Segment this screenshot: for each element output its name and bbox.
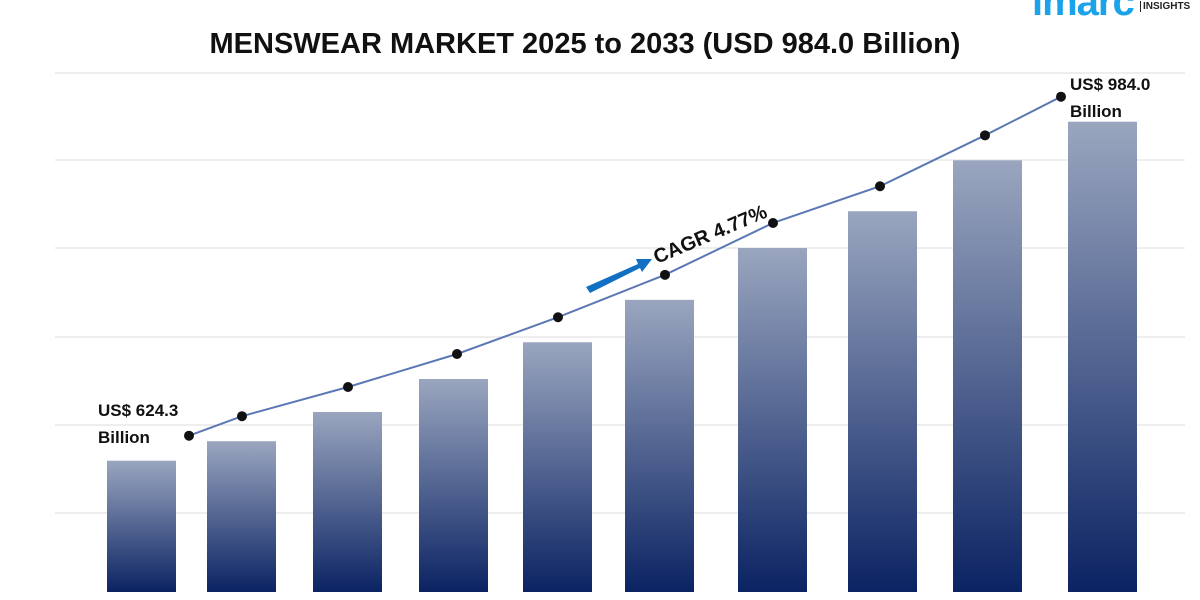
line-marker [452,348,462,359]
line-marker [980,130,990,141]
logo-subtitle: INSIGHTS [1140,1,1191,12]
bar [207,441,276,592]
bar [953,160,1022,592]
bar [107,460,176,592]
bar [625,299,694,592]
line-marker [343,381,353,392]
trend-line [188,95,1062,437]
line-marker [553,312,563,323]
logo: imarc [1032,0,1135,24]
start-value-label: US$ 624.3 [98,401,178,420]
cagr-arrow-icon [586,259,652,293]
line-marker [768,217,778,228]
bar [738,247,807,593]
start-value-unit: Billion [98,428,150,447]
end-value-label: US$ 984.0 [1070,75,1150,94]
bar [1068,121,1137,592]
end-value-unit: Billion [1070,102,1122,121]
bar [313,411,382,592]
line-marker [660,269,670,280]
bar [848,211,917,593]
chart-title: MENSWEAR MARKET 2025 to 2033 (USD 984.0 … [209,28,961,60]
bar [419,378,488,592]
line-marker [184,430,194,441]
bar [523,342,592,592]
line-marker [1056,91,1066,102]
line-marker [875,181,885,192]
line-marker [237,411,247,422]
